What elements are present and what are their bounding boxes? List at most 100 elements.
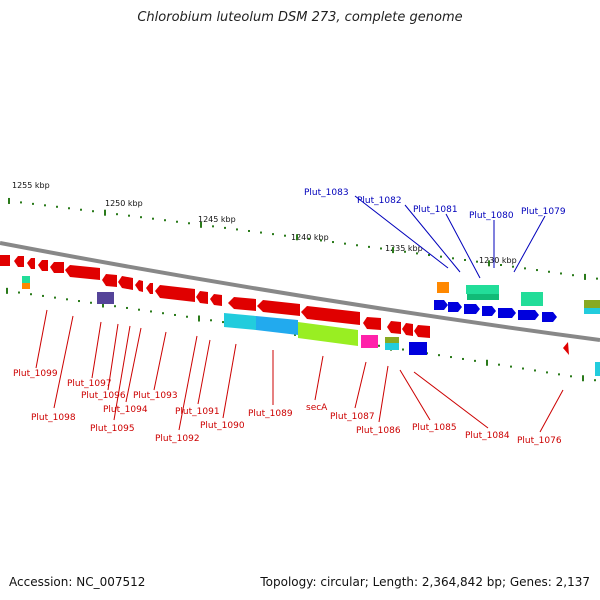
gene-label[interactable]: Plut_1096 [81,391,126,401]
gene-arrow[interactable] [518,310,539,320]
gene-label[interactable]: Plut_1095 [90,424,135,434]
gene-label[interactable]: Plut_1076 [517,436,562,446]
gene-arrow[interactable] [146,283,153,294]
tick-mark [546,371,548,374]
gene-arrow[interactable] [50,262,64,273]
gene-arrow[interactable] [563,342,569,355]
gene-arrow[interactable] [65,265,100,280]
tick-mark [186,315,188,318]
tick-mark [32,202,34,205]
gene-label[interactable]: Plut_1098 [31,413,76,423]
tick-mark [90,301,92,304]
gene-arrow[interactable] [228,297,256,311]
gene-arrow[interactable] [464,304,480,314]
tick-mark [212,225,214,228]
reverse-gene-labels: Plut_1099 Plut_1098 Plut_1097 Plut_1096 … [13,309,564,446]
tick-mark [114,305,116,308]
tick-mark [452,257,454,260]
gene-arrow[interactable] [498,308,516,318]
gene-label[interactable]: Plut_1091 [175,407,220,417]
gene-arrow[interactable] [301,306,360,325]
gene-label[interactable]: Plut_1081 [413,205,458,215]
tick-mark [558,373,560,376]
cog-bar [22,283,30,289]
gene-arrow[interactable] [135,280,143,292]
gene-label[interactable]: Plut_1080 [469,211,514,221]
gene-arrow[interactable] [210,294,222,306]
gene-label[interactable]: Plut_1082 [357,196,402,206]
gene-arrow[interactable] [196,291,208,304]
gene-label[interactable]: Plut_1090 [200,421,245,431]
scale-label: 1245 kbp [198,215,236,224]
tick-mark [510,365,512,368]
tick-mark [126,306,128,309]
scale-label: 1235 kbp [385,244,423,253]
tick-mark [572,274,574,277]
gene-arrow[interactable] [387,321,401,334]
gene-arrow[interactable] [482,306,496,316]
tick-mark [560,272,562,275]
gene-label[interactable]: Plut_1092 [155,434,200,444]
gene-label[interactable]: Plut_1097 [67,379,112,389]
tick-mark [66,298,68,301]
tick-mark [150,310,152,313]
gene-label[interactable]: Plut_1083 [304,188,349,198]
tick-mark [6,287,8,294]
gene-label[interactable]: secA [306,403,328,413]
gene-arrow[interactable] [448,302,462,312]
tick-mark [474,359,476,362]
tick-mark [200,221,202,228]
tick-mark [80,208,82,211]
gene-label[interactable]: Plut_1093 [133,391,178,401]
tick-mark [450,356,452,359]
gene-arrow[interactable] [27,258,35,269]
gene-arrow[interactable] [257,300,300,316]
gene-arrow[interactable] [155,285,195,302]
tick-mark [498,363,500,366]
scale-label: 1230 kbp [479,256,517,265]
tick-mark [416,252,418,255]
tick-mark [486,359,488,366]
gene-arrow[interactable] [434,300,448,310]
cog-bar [22,276,30,283]
cog-bar [466,285,499,294]
gene-label[interactable]: Plut_1094 [103,405,148,415]
tick-mark [44,204,46,207]
gene-label[interactable]: Plut_1086 [356,426,401,436]
gene-arrow[interactable] [542,312,557,322]
cog-bar [256,316,298,335]
gene-label[interactable]: Plut_1099 [13,369,58,379]
gene-arrow[interactable] [414,325,430,338]
gene-arrow[interactable] [0,255,10,266]
tick-mark [104,209,106,216]
tick-mark [236,228,238,231]
tick-mark [534,369,536,372]
gene-arrow[interactable] [402,323,413,336]
gene-arrow[interactable] [102,274,117,287]
tick-mark [596,277,598,280]
cog-bar [385,337,399,343]
gene-arrow[interactable] [363,317,381,330]
tick-mark [500,264,502,266]
gene-label[interactable]: Plut_1079 [521,207,566,217]
cog-bar [385,343,399,350]
gene-arrow[interactable] [38,260,48,271]
gene-label[interactable]: Plut_1087 [330,412,375,422]
reverse-strand-genes [0,255,600,376]
tick-mark [522,367,524,370]
tick-mark [18,291,20,294]
tick-mark [162,312,164,315]
gene-label[interactable]: Plut_1085 [412,423,457,433]
gene-label[interactable]: Plut_1084 [465,431,510,441]
forward-gene-labels: Plut_1083 Plut_1082 Plut_1081 Plut_1080 … [304,188,566,279]
gene-arrow[interactable] [118,276,133,290]
tick-mark [582,375,584,382]
cog-bar [467,294,499,300]
tick-mark [164,219,166,222]
tick-mark [188,222,190,225]
tick-mark [138,308,140,311]
gene-arrow[interactable] [14,256,24,267]
tick-mark [128,214,130,217]
gene-label[interactable]: Plut_1089 [248,409,293,419]
